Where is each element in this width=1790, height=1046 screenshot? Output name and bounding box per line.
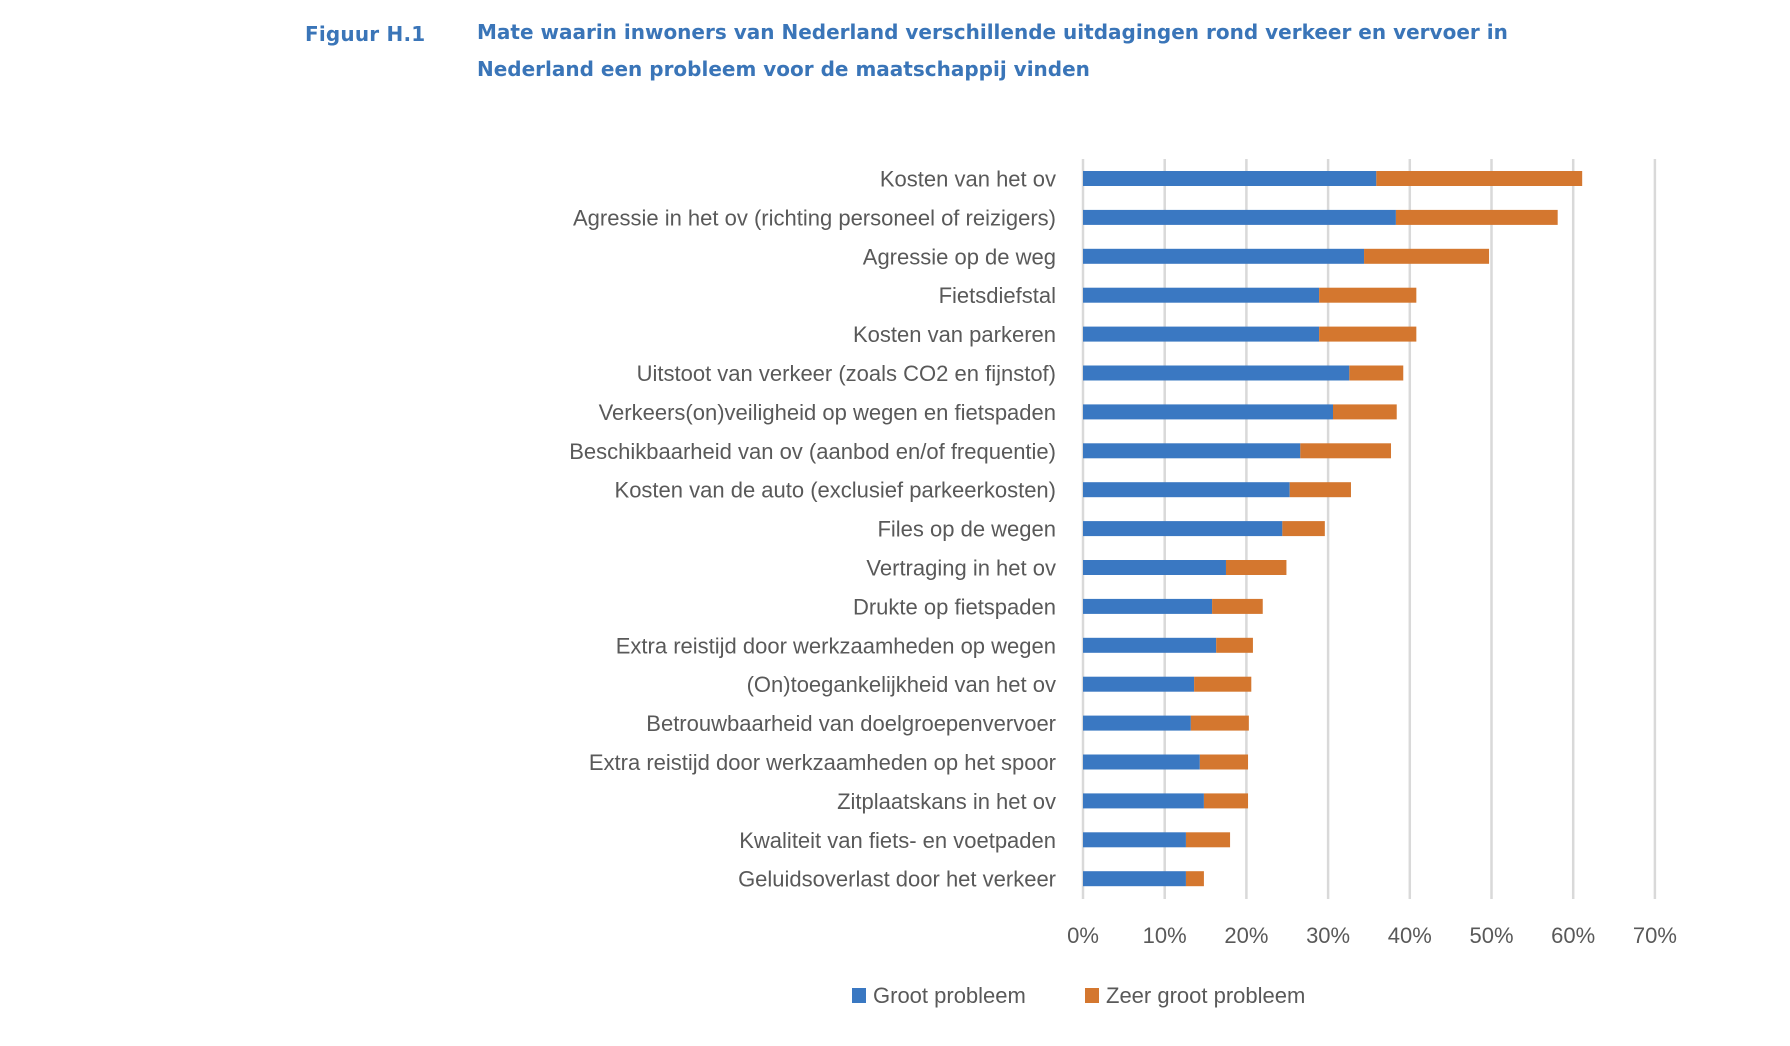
category-label: Vertraging in het ov [866,556,1056,581]
bar-segment-zeer-groot-probleem [1225,560,1287,575]
bar-segment-zeer-groot-probleem [1203,793,1249,809]
bar-segment-zeer-groot-probleem [1333,404,1397,420]
category-label: Kosten van het ov [880,167,1056,192]
bar-segment-groot-probleem [1083,248,1365,264]
x-tick-label: 70% [1633,923,1677,948]
x-tick-label: 0% [1067,923,1099,948]
category-label: Fietsdiefstal [939,283,1056,308]
category-label: Files op de wegen [877,517,1056,542]
bar-segment-groot-probleem [1083,326,1320,342]
category-label: Agressie in het ov (richting personeel o… [573,205,1056,230]
gridlines [1081,159,1657,899]
category-label: Geluidsoverlast door het verkeer [738,867,1056,892]
bar-segment-zeer-groot-probleem [1319,326,1417,342]
bar-segment-groot-probleem [1083,715,1191,731]
bar-segment-groot-probleem [1083,598,1213,614]
category-labels: Kosten van het ov Agressie in het ov (ric… [569,167,1056,892]
x-tick-label: 40% [1388,923,1432,948]
bar-segment-zeer-groot-probleem [1185,871,1204,887]
bar-segment-groot-probleem [1083,171,1377,186]
bar-segment-groot-probleem [1083,676,1195,692]
category-label: Extra reistijd door werkzaamheden op het… [589,750,1056,775]
bar-segment-groot-probleem [1083,871,1186,887]
bar-segment-groot-probleem [1083,560,1226,575]
x-tick-label: 20% [1224,923,1268,948]
bar-segment-zeer-groot-probleem [1194,676,1252,692]
legend: Groot probleem Zeer groot probleem [852,983,1305,1008]
bar-segment-groot-probleem [1083,521,1283,537]
bar-segment-groot-probleem [1083,482,1290,498]
bar-segment-zeer-groot-probleem [1319,287,1417,303]
category-label: Zitplaatskans in het ov [837,789,1056,814]
bars [1083,171,1583,887]
category-label: Kosten van parkeren [853,322,1056,347]
category-label: Agressie op de weg [863,244,1056,269]
x-tick-label: 30% [1306,923,1350,948]
category-label: Verkeers(on)veiligheid op wegen en fiets… [599,400,1056,425]
x-tick-label: 10% [1143,923,1187,948]
bar-segment-zeer-groot-probleem [1185,832,1231,848]
bar-segment-zeer-groot-probleem [1300,443,1392,459]
category-label: Beschikbaarheid van ov (aanbod en/of fre… [569,439,1056,464]
legend-label: Groot probleem [873,983,1026,1008]
bar-segment-groot-probleem [1083,754,1200,770]
category-label: (On)toegankelijkheid van het ov [747,672,1056,697]
category-label: Kwaliteit van fiets- en voetpaden [739,828,1056,853]
bar-segment-zeer-groot-probleem [1289,482,1351,498]
bar-segment-groot-probleem [1083,832,1186,848]
legend-label: Zeer groot probleem [1106,983,1305,1008]
category-label: Kosten van de auto (exclusief parkeerkos… [615,478,1056,503]
bar-segment-zeer-groot-probleem [1282,521,1325,537]
bar-segment-groot-probleem [1083,793,1204,809]
category-label: Uitstoot van verkeer (zoals CO2 en fijns… [637,361,1056,386]
x-axis-tick-labels: 0% 10% 20% 30% 40% 50% 60% 70% [1067,923,1677,948]
bar-segment-groot-probleem [1083,287,1320,303]
bar-segment-zeer-groot-probleem [1216,637,1253,653]
bar-segment-groot-probleem [1083,404,1334,420]
bar-segment-zeer-groot-probleem [1349,365,1404,381]
bar-segment-groot-probleem [1083,209,1396,225]
figure-title: Mate waarin inwoners van Nederland versc… [477,20,1508,81]
bar-segment-groot-probleem [1083,443,1301,459]
bar-segment-zeer-groot-probleem [1190,715,1249,731]
x-tick-label: 50% [1469,923,1513,948]
bar-segment-zeer-groot-probleem [1364,248,1490,264]
category-label: Extra reistijd door werkzaamheden op weg… [616,633,1056,658]
figure-number: Figuur H.1 [305,22,426,46]
bar-segment-zeer-groot-probleem [1199,754,1249,770]
category-label: Betrouwbaarheid van doelgroepenvervoer [646,711,1056,736]
bar-segment-groot-probleem [1083,365,1350,381]
legend-swatch [1085,988,1099,1003]
bar-segment-zeer-groot-probleem [1212,598,1263,614]
x-tick-label: 60% [1551,923,1595,948]
bar-segment-zeer-groot-probleem [1376,171,1583,186]
legend-swatch [852,988,866,1003]
bar-segment-groot-probleem [1083,637,1217,653]
bar-segment-zeer-groot-probleem [1395,209,1558,225]
category-label: Drukte op fietspaden [853,594,1056,619]
